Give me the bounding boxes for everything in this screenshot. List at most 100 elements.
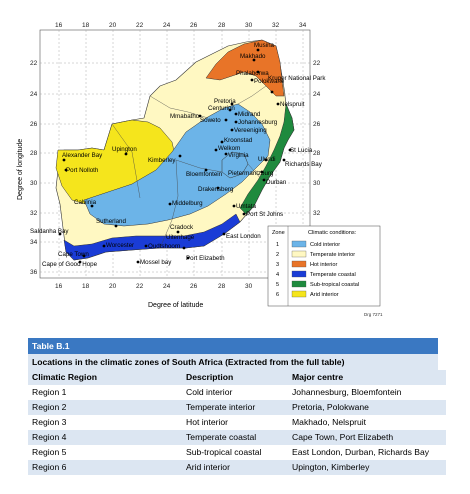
y-tick: 28 (313, 150, 321, 157)
city-label: Vereeniging (234, 127, 267, 134)
city-label: Cape of Good Hope (42, 261, 98, 268)
city-label: Phalaborwa (236, 70, 269, 77)
legend-swatch (291, 240, 307, 248)
legend-label: Temperate interior (310, 252, 355, 258)
x-tick: 32 (272, 22, 280, 29)
table-row: Region 3 Hot interior Makhado, Nelspruit (28, 415, 446, 430)
x-tick: 22 (136, 283, 144, 290)
y-tick: 24 (313, 91, 321, 98)
city-label: Cape Town (58, 251, 89, 258)
city-label: Johannesburg (238, 119, 278, 126)
city-label: Ulundi (258, 156, 276, 163)
city-label: Welkom (218, 145, 240, 152)
x-tick: 16 (55, 283, 63, 290)
description-cell: Arid interior (182, 460, 288, 475)
city-label: Kimberley (148, 157, 176, 164)
city-label: St Lucia (290, 147, 313, 154)
y-tick: 32 (313, 210, 321, 217)
city-label: Port St Johns (246, 211, 283, 218)
city-label: East London (226, 233, 261, 240)
region-cell: Region 1 (28, 385, 182, 400)
city-label: Uitenhage (166, 234, 195, 241)
city-label: Drakensberg (198, 186, 234, 193)
table-header-row: Climatic Region Description Major centre (28, 370, 446, 385)
zone-4-temperate-coastal (63, 213, 241, 261)
table-title: Table B.1 (28, 338, 438, 354)
y-tick: 22 (313, 60, 321, 67)
major-centre-cell: Makhado, Nelspruit (288, 415, 446, 430)
region-cell: Region 5 (28, 445, 182, 460)
map-legend: Zone Climatic conditions: 1 Cold interio… (267, 225, 381, 307)
y-tick: 32 (30, 210, 38, 217)
city-label: Cradock (170, 224, 194, 231)
city-label: Upington (112, 146, 137, 153)
table-caption: Locations in the climatic zones of South… (28, 354, 438, 370)
city-label: Soweto (200, 117, 221, 124)
city-label: Bloemfontein (186, 171, 223, 178)
x-tick: 30 (245, 283, 253, 290)
city-label: Worcester (106, 242, 134, 249)
region-cell: Region 2 (28, 400, 182, 415)
lesotho-border (221, 151, 249, 179)
table-row: Region 4 Temperate coastal Cape Town, Po… (28, 430, 446, 445)
locations-table: Climatic Region Description Major centre… (28, 370, 446, 475)
column-header: Major centre (288, 370, 446, 385)
zone-5-subtropical-coastal (239, 103, 295, 215)
x-axis-bottom-ticks: 16 18 20 22 24 26 28 30 (55, 283, 253, 290)
table-row: Region 6 Arid interior Upington, Kimberl… (28, 460, 446, 475)
x-tick: 20 (109, 283, 117, 290)
legend-label: Hot interior (310, 262, 337, 268)
legend-zone-number: 5 (276, 282, 279, 288)
city-label: Calvinia (74, 199, 97, 206)
city-labels: Musina Makhado Phalaborwa Polokwane Krug… (30, 42, 326, 268)
legend-zone-header: Zone (272, 230, 285, 236)
column-header: Climatic Region (28, 370, 182, 385)
x-tick: 18 (82, 22, 90, 29)
y-tick: 26 (30, 121, 38, 128)
city-label: Alexander Bay (62, 152, 103, 159)
y-axis-left-ticks: 22 24 26 28 30 32 34 36 (30, 60, 38, 276)
city-label: Polokwane (254, 78, 285, 85)
city-label: Pretoria (214, 98, 236, 105)
city-label: Makhado (240, 53, 266, 60)
city-label: Port Nolloth (66, 167, 99, 174)
legend-label: Arid interior (310, 292, 339, 298)
column-header: Description (182, 370, 288, 385)
legend-swatch (291, 270, 307, 278)
city-label: Mmabatho (170, 113, 200, 120)
city-markers (58, 48, 292, 264)
legend-label: Sub-tropical coastal (310, 282, 359, 288)
city-label: Pietermaritzburg (228, 170, 274, 177)
major-centre-cell: Johannesburg, Bloemfontein (288, 385, 446, 400)
climatic-zones-map: 16 18 20 22 24 26 28 30 32 34 16 18 20 2… (17, 22, 383, 317)
major-centre-cell: Upington, Kimberley (288, 460, 446, 475)
legend-zone-number: 3 (276, 262, 279, 268)
y-tick: 36 (30, 269, 38, 276)
legend-conditions-header: Climatic conditions: (308, 230, 357, 236)
y-tick: 30 (30, 180, 38, 187)
legend-swatch (291, 280, 307, 288)
legend-swatch (291, 260, 307, 268)
legend-swatch (291, 290, 307, 298)
major-centre-cell: Cape Town, Port Elizabeth (288, 430, 446, 445)
y-tick: 30 (313, 180, 321, 187)
city-label: Midrand (238, 111, 261, 118)
y-tick: 24 (30, 91, 38, 98)
legend-zone-number: 4 (276, 272, 279, 278)
y-tick: 28 (30, 150, 38, 157)
city-label: Middelburg (172, 200, 203, 207)
city-label: Port Elizabeth (186, 255, 225, 262)
legend-zone-number: 2 (276, 252, 279, 258)
table-row: Region 5 Sub-tropical coastal East Londo… (28, 445, 446, 460)
y-axis-right-ticks: 22 24 26 28 30 32 (313, 60, 321, 217)
description-cell: Temperate interior (182, 400, 288, 415)
city-label: Kroonstad (224, 137, 253, 144)
x-tick: 24 (163, 283, 171, 290)
y-axis-label: Degree of longitude (17, 139, 24, 200)
legend-label: Cold interior (310, 242, 340, 248)
climatic-table: Table B.1 Locations in the climatic zone… (28, 338, 446, 475)
x-axis-top-ticks: 16 18 20 22 24 26 28 30 32 34 (55, 22, 307, 29)
x-tick: 22 (136, 22, 144, 29)
x-tick: 28 (218, 283, 226, 290)
drawing-reference: Drg 7271 (364, 312, 383, 317)
